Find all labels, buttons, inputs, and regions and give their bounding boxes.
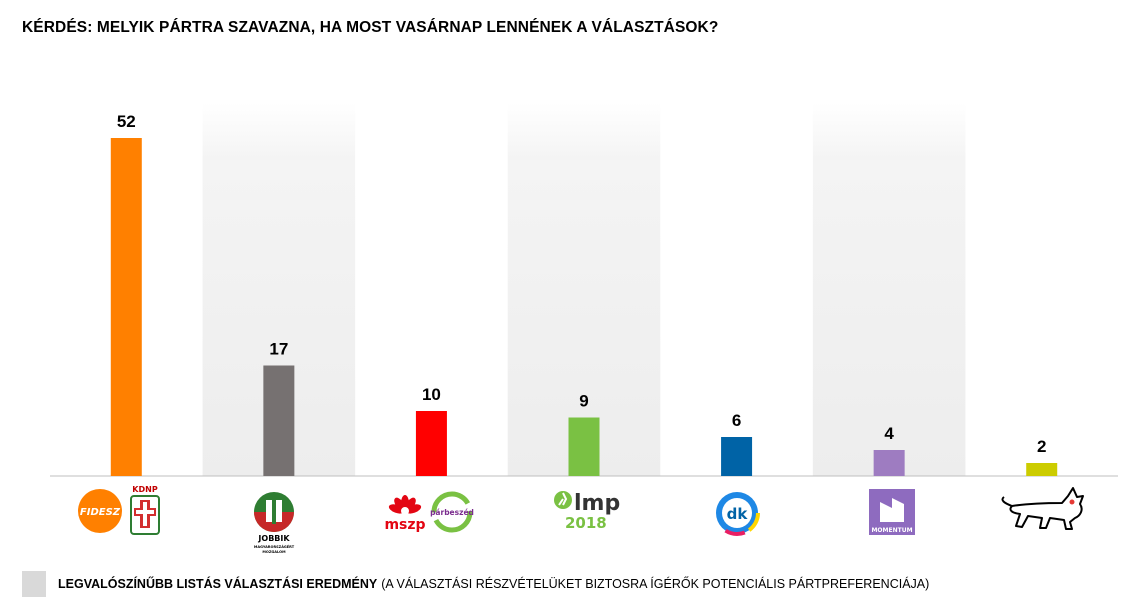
bars [110,138,1058,476]
lmp-logo-text: lmp [574,491,620,516]
lmp-logo: lmp 2018 [554,491,620,532]
legend-note: (A VÁLASZTÁSI RÉSZVÉTELÜKET BIZTOSRA ÍGÉ… [381,577,930,591]
bar [873,450,905,476]
momentum-logo: MOMENTUM [869,489,915,535]
kdnp-logo-text: KDNP [132,485,158,494]
jobbik-logo-sub1: MAGYARORSZÁGÉRT [254,544,295,549]
value-label: 2 [1037,437,1046,456]
shaded-column [507,103,661,476]
jobbik-logo-text: JOBBIK [257,534,290,543]
kdnp-logo: KDNP [130,485,160,535]
mkkp-dog-logo [1001,487,1084,530]
mszp-logo: mszp [384,495,426,533]
legend-text: LEGVALÓSZÍNŰBB LISTÁS VÁLASZTÁSI EREDMÉN… [58,577,929,591]
dk-logo: dk [714,490,760,536]
mszp-logo-text: mszp [384,517,425,533]
fidesz-logo: FIDESZ [78,489,122,533]
jobbik-logo-sub2: MOZGALOM [262,550,286,554]
bar [721,437,753,476]
momentum-logo-text: MOMENTUM [871,527,912,534]
chart-title: KÉRDÉS: MELYIK PÁRTRA SZAVAZNA, HA MOST … [22,19,719,36]
bar [110,138,142,476]
value-label: 17 [269,340,288,359]
value-label: 10 [422,385,441,404]
bar [568,417,600,476]
bar [1026,463,1058,476]
parbeszed-logo: párbeszéd [430,491,474,533]
fidesz-logo-text: FIDESZ [80,507,121,518]
value-label: 4 [884,424,894,443]
legend-swatch [22,571,46,597]
value-label: 52 [117,112,136,131]
legend-label: LEGVALÓSZÍNŰBB LISTÁS VÁLASZTÁSI EREDMÉN… [58,577,378,591]
shaded-columns [202,103,966,476]
value-labels: 52 17 10 9 6 4 2 [117,112,1047,456]
parbeszed-logo-text: párbeszéd [430,508,474,517]
jobbik-logo: JOBBIK MAGYARORSZÁGÉRT MOZGALOM [254,492,295,554]
bar-chart: 52 17 10 9 6 4 2 FIDESZ KDNP JOBBIK MAGYARORSZ… [50,103,1118,554]
value-label: 6 [732,411,741,430]
bar [415,411,447,476]
dk-logo-text: dk [727,505,749,523]
bar [263,365,295,476]
legend: LEGVALÓSZÍNŰBB LISTÁS VÁLASZTÁSI EREDMÉN… [22,571,929,597]
shaded-column [812,103,966,476]
lmp-logo-year: 2018 [565,514,607,532]
value-label: 9 [579,392,588,411]
